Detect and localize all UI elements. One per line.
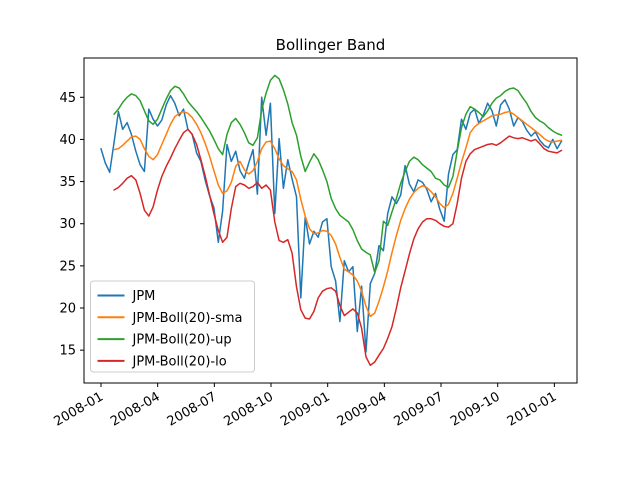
legend-item-JPM-Boll(20)-lo: JPM-Boll(20)-lo xyxy=(97,354,227,369)
y-tick-label: 45 xyxy=(59,91,76,106)
series-line-JPM-Boll(20)-lo xyxy=(113,128,563,367)
legend-box xyxy=(90,280,255,373)
series-line-JPM-Boll(20)-up xyxy=(113,74,563,274)
chart-title: Bollinger Band xyxy=(276,36,386,54)
legend-label: JPM xyxy=(132,289,156,304)
legend-label: JPM-Boll(20)-lo xyxy=(132,354,227,369)
legend-item-JPM-Boll(20)-up: JPM-Boll(20)-up xyxy=(97,333,232,348)
y-axis: 15 20 25 30 35 40 45 xyxy=(59,91,84,359)
y-tick-label: 40 xyxy=(59,133,76,148)
y-tick-label: 30 xyxy=(59,217,76,232)
axes-frame xyxy=(83,57,578,384)
y-tick-label: 35 xyxy=(59,175,76,190)
legend-label: JPM-Boll(20)-sma xyxy=(132,311,243,326)
y-tick-label: 25 xyxy=(59,259,76,274)
legend-item-JPM: JPM xyxy=(97,289,156,304)
y-tick-label: 20 xyxy=(59,302,76,317)
legend-item-JPM-Boll(20)-sma: JPM-Boll(20)-sma xyxy=(97,311,243,326)
series-line-JPM-Boll(20)-sma xyxy=(113,110,563,318)
legend: JPM JPM-Boll(20)-sma JPM-Boll(20)-up JPM-Bo… xyxy=(90,280,255,373)
y-tick-label: 15 xyxy=(59,344,76,359)
legend-label: JPM-Boll(20)-up xyxy=(132,333,232,348)
series-line-JPM xyxy=(100,94,563,353)
